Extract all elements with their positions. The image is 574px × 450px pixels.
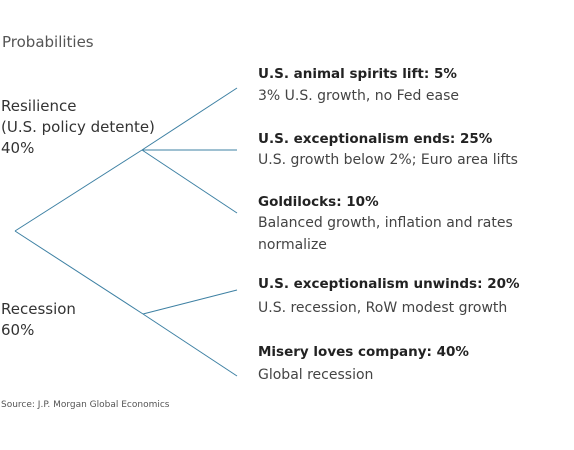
source-note: Source: J.P. Morgan Global Economics (1, 400, 170, 410)
title: Probabilities (2, 33, 94, 51)
outcome-title: Misery loves company: 40% (258, 344, 469, 360)
branch-probability: 60% (1, 321, 35, 339)
outcome-description: Balanced growth, inflation and rates nor… (258, 215, 513, 253)
branch-name: Recession (1, 300, 76, 318)
branch-line (142, 313, 238, 377)
branch-line (141, 87, 238, 151)
outcome-title: U.S. exceptionalism unwinds: 20% (258, 276, 520, 292)
outcome-description: Global recession (258, 367, 374, 383)
branch-line (141, 149, 238, 214)
branch-probability: 40% (1, 139, 35, 157)
branch-line (14, 149, 143, 232)
branch-line (142, 289, 238, 315)
outcome-description: 3% U.S. growth, no Fed ease (258, 88, 459, 104)
branch-name: Resilience (1, 97, 77, 115)
branch-name: (U.S. policy detente) (1, 118, 155, 136)
outcome-description: U.S. growth below 2%; Euro area lifts (258, 152, 518, 168)
outcome-title: U.S. exceptionalism ends: 25% (258, 131, 493, 147)
outcome-description: U.S. recession, RoW modest growth (258, 300, 508, 316)
branch-line (14, 230, 144, 315)
outcome-title: U.S. animal spirits lift: 5% (258, 66, 457, 82)
outcome-title: Goldilocks: 10% (258, 194, 379, 210)
